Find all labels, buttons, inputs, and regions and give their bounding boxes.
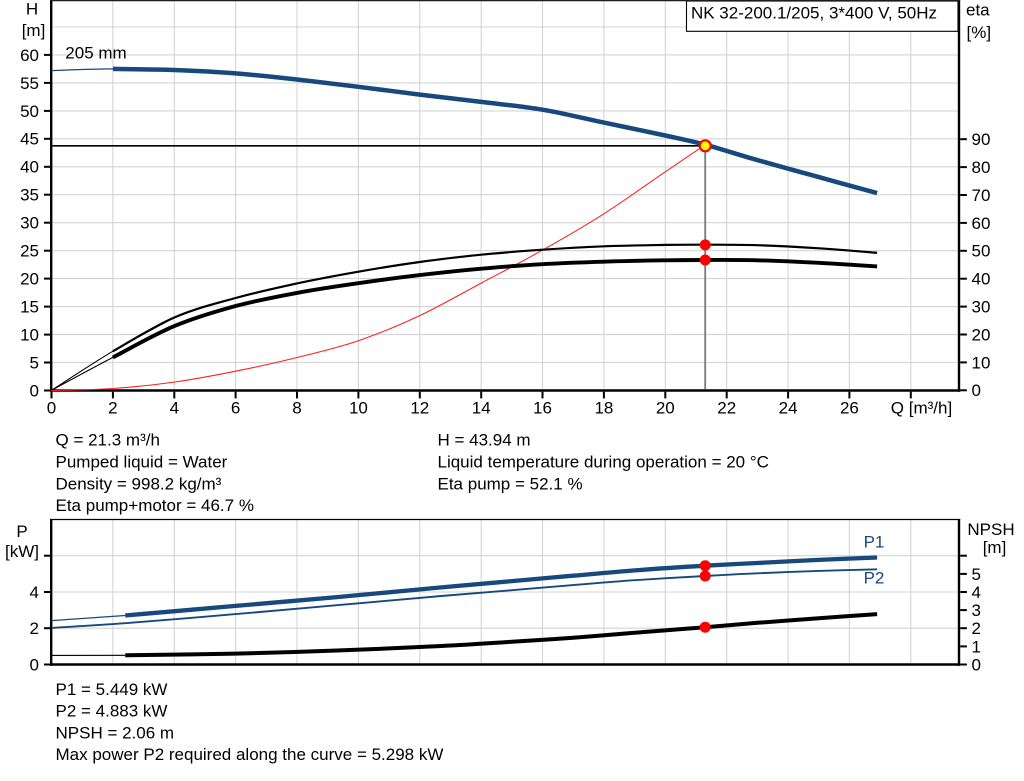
svg-text:[m]: [m]: [22, 21, 46, 40]
svg-text:40: 40: [972, 270, 991, 289]
svg-text:0: 0: [972, 655, 981, 674]
svg-text:22: 22: [717, 399, 736, 418]
svg-text:[%]: [%]: [967, 23, 992, 42]
svg-text:40: 40: [20, 158, 39, 177]
svg-text:0: 0: [972, 381, 981, 400]
svg-text:Q [m³/h]: Q [m³/h]: [891, 399, 952, 418]
svg-text:4: 4: [30, 583, 39, 602]
svg-text:10: 10: [349, 399, 368, 418]
svg-text:70: 70: [972, 186, 991, 205]
svg-text:10: 10: [972, 353, 991, 372]
svg-text:5: 5: [30, 353, 39, 372]
svg-text:4: 4: [972, 583, 981, 602]
svg-text:Pumped liquid = Water: Pumped liquid = Water: [56, 453, 228, 472]
svg-text:16: 16: [533, 399, 552, 418]
svg-text:20: 20: [972, 325, 991, 344]
svg-text:P1: P1: [864, 533, 885, 552]
svg-text:Q = 21.3 m³/h: Q = 21.3 m³/h: [56, 431, 160, 450]
svg-text:30: 30: [20, 214, 39, 233]
svg-text:Eta pump+motor = 46.7 %: Eta pump+motor = 46.7 %: [56, 496, 254, 515]
svg-text:3: 3: [972, 601, 981, 620]
svg-text:2: 2: [30, 619, 39, 638]
svg-text:55: 55: [20, 74, 39, 93]
svg-text:Density = 998.2 kg/m³: Density = 998.2 kg/m³: [56, 474, 222, 493]
svg-text:0: 0: [30, 381, 39, 400]
svg-text:Max power P2 required along th: Max power P2 required along the curve = …: [56, 745, 444, 764]
svg-text:14: 14: [472, 399, 491, 418]
svg-text:90: 90: [972, 130, 991, 149]
svg-text:6: 6: [231, 399, 240, 418]
svg-text:15: 15: [20, 298, 39, 317]
svg-text:P2: P2: [864, 569, 885, 588]
svg-text:0: 0: [30, 655, 39, 674]
svg-text:H: H: [26, 0, 38, 18]
svg-text:60: 60: [20, 46, 39, 65]
svg-text:60: 60: [972, 214, 991, 233]
svg-text:25: 25: [20, 242, 39, 261]
svg-text:[kW]: [kW]: [5, 542, 39, 561]
svg-text:45: 45: [20, 130, 39, 149]
svg-text:2: 2: [108, 399, 117, 418]
svg-text:NPSH = 2.06 m: NPSH = 2.06 m: [56, 723, 175, 742]
svg-text:P: P: [16, 522, 27, 541]
svg-text:18: 18: [594, 399, 613, 418]
svg-text:35: 35: [20, 186, 39, 205]
svg-text:1: 1: [972, 637, 981, 656]
svg-text:24: 24: [779, 399, 798, 418]
svg-text:8: 8: [292, 399, 301, 418]
svg-text:10: 10: [20, 326, 39, 345]
svg-text:NPSH: NPSH: [967, 520, 1014, 539]
svg-text:Eta pump = 52.1 %: Eta pump = 52.1 %: [438, 474, 583, 493]
svg-text:P2 = 4.883 kW: P2 = 4.883 kW: [56, 702, 168, 721]
svg-text:205 mm: 205 mm: [65, 44, 126, 63]
svg-text:[m]: [m]: [983, 538, 1007, 557]
svg-text:NK 32-200.1/205, 3*400 V, 50Hz: NK 32-200.1/205, 3*400 V, 50Hz: [691, 4, 937, 23]
svg-text:eta: eta: [966, 1, 990, 20]
svg-text:Liquid temperature during oper: Liquid temperature during operation = 20…: [438, 453, 769, 472]
svg-text:0: 0: [47, 399, 56, 418]
svg-text:H = 43.94 m: H = 43.94 m: [438, 431, 531, 450]
svg-text:4: 4: [170, 399, 179, 418]
svg-text:12: 12: [410, 399, 429, 418]
svg-text:P1 = 5.449 kW: P1 = 5.449 kW: [56, 680, 168, 699]
svg-text:5: 5: [972, 565, 981, 584]
svg-text:30: 30: [972, 298, 991, 317]
svg-text:50: 50: [20, 102, 39, 121]
svg-text:2: 2: [972, 619, 981, 638]
svg-text:20: 20: [20, 270, 39, 289]
svg-text:50: 50: [972, 242, 991, 261]
svg-text:26: 26: [840, 399, 859, 418]
svg-text:80: 80: [972, 158, 991, 177]
svg-text:20: 20: [656, 399, 675, 418]
